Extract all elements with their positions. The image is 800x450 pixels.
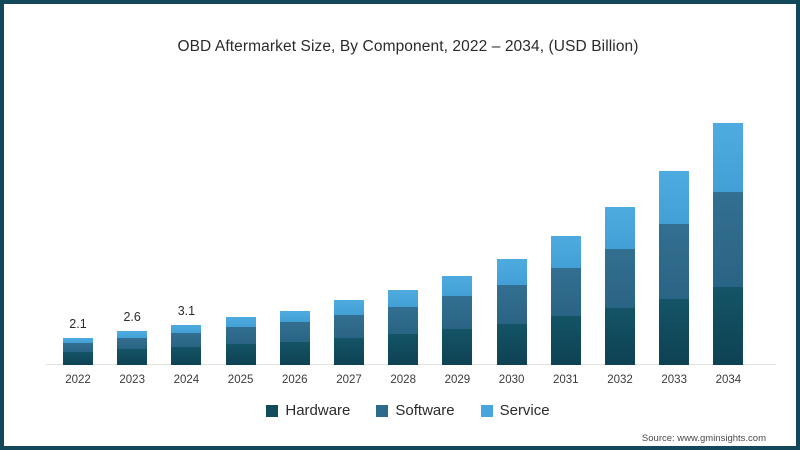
bar-segment-software[interactable] bbox=[713, 191, 744, 288]
bar-segment-service[interactable] bbox=[442, 275, 473, 297]
legend-swatch-icon bbox=[480, 404, 493, 417]
x-tick-2031: 2031 bbox=[553, 374, 579, 386]
bar-segment-hardware[interactable] bbox=[334, 337, 364, 365]
stacked-bar[interactable] bbox=[605, 207, 635, 365]
legend-item-software[interactable]: Software bbox=[376, 402, 455, 419]
bar-segment-hardware[interactable] bbox=[225, 344, 256, 365]
bar-segment-service[interactable] bbox=[659, 170, 690, 224]
x-tick-2029: 2029 bbox=[444, 374, 471, 386]
stacked-bar[interactable] bbox=[659, 170, 690, 365]
x-tick-2023: 2023 bbox=[119, 374, 145, 386]
bar-segment-software[interactable] bbox=[496, 284, 527, 324]
bar-segment-service[interactable] bbox=[117, 331, 148, 338]
bar-segment-software[interactable] bbox=[550, 267, 581, 316]
bar-value-label-2022: 2.1 bbox=[69, 316, 87, 331]
bar-segment-hardware[interactable] bbox=[659, 299, 690, 365]
bar-segment-hardware[interactable] bbox=[279, 341, 310, 365]
x-tick-2034: 2034 bbox=[715, 374, 742, 386]
x-tick-2030: 2030 bbox=[498, 374, 525, 386]
x-tick-2028: 2028 bbox=[390, 374, 416, 386]
bar-segment-service[interactable] bbox=[388, 289, 419, 307]
chart-canvas: OBD Aftermarket Size, By Component, 2022… bbox=[8, 8, 792, 444]
x-tick-2027: 2027 bbox=[336, 374, 362, 386]
bar-segment-software[interactable] bbox=[63, 343, 93, 353]
bar-segment-service[interactable] bbox=[171, 324, 202, 333]
stacked-bar[interactable] bbox=[388, 289, 419, 365]
bar-segment-hardware[interactable] bbox=[550, 315, 581, 365]
bar-segment-software[interactable] bbox=[605, 248, 635, 309]
x-tick-2033: 2033 bbox=[661, 374, 687, 386]
legend-item-service[interactable]: Service bbox=[480, 402, 550, 419]
bar-segment-service[interactable] bbox=[713, 123, 744, 192]
legend-label: Software bbox=[395, 402, 455, 419]
bar-segment-software[interactable] bbox=[171, 332, 202, 347]
stacked-bar[interactable] bbox=[63, 337, 93, 365]
x-tick-2026: 2026 bbox=[282, 374, 308, 386]
bar-segment-hardware[interactable] bbox=[117, 349, 148, 365]
stacked-bar[interactable] bbox=[550, 235, 581, 365]
stacked-bar[interactable] bbox=[225, 317, 256, 365]
x-axis-tick-labels: 2022 2023 2024 2025 2026 2027 2028 2029 2030 2031… bbox=[46, 374, 776, 392]
bar-value-label-2023: 2.6 bbox=[123, 310, 141, 325]
bar-segment-software[interactable] bbox=[279, 322, 310, 342]
x-tick-2032: 2032 bbox=[607, 374, 633, 386]
source-attribution: Source: www.gminsights.com bbox=[641, 433, 766, 444]
legend-swatch-icon bbox=[376, 404, 389, 417]
bar-segment-software[interactable] bbox=[225, 327, 256, 345]
bar-segment-software[interactable] bbox=[442, 296, 473, 329]
bar-segment-hardware[interactable] bbox=[605, 308, 635, 365]
bar-segment-hardware[interactable] bbox=[442, 328, 473, 365]
bar-segment-service[interactable] bbox=[605, 207, 635, 249]
stacked-bar[interactable] bbox=[496, 258, 527, 365]
bar-segment-software[interactable] bbox=[117, 337, 148, 350]
bar-segment-hardware[interactable] bbox=[171, 346, 202, 365]
bar-segment-software[interactable] bbox=[388, 306, 419, 334]
bar-segment-service[interactable] bbox=[225, 317, 256, 328]
chart-legend: Hardware Software Service bbox=[8, 402, 796, 419]
stacked-bar[interactable] bbox=[713, 123, 744, 365]
bar-segment-software[interactable] bbox=[334, 314, 364, 338]
bar-segment-service[interactable] bbox=[496, 258, 527, 285]
stacked-bar[interactable] bbox=[117, 331, 148, 365]
bar-segment-service[interactable] bbox=[550, 235, 581, 268]
legend-swatch-icon bbox=[266, 404, 279, 417]
bar-segment-service[interactable] bbox=[279, 310, 310, 323]
legend-item-hardware[interactable]: Hardware bbox=[266, 402, 350, 419]
bar-segment-hardware[interactable] bbox=[63, 352, 93, 365]
legend-label: Hardware bbox=[285, 402, 351, 419]
stacked-bar[interactable] bbox=[334, 300, 364, 365]
bar-segment-service[interactable] bbox=[334, 300, 364, 315]
bar-value-label-2024: 3.1 bbox=[177, 303, 196, 318]
stacked-bar[interactable] bbox=[442, 275, 473, 365]
x-tick-2024: 2024 bbox=[173, 374, 200, 386]
bar-segment-hardware[interactable] bbox=[496, 323, 527, 365]
legend-label: Service bbox=[499, 402, 550, 419]
stacked-bar[interactable] bbox=[171, 324, 202, 365]
x-tick-2025: 2025 bbox=[227, 374, 254, 386]
bar-segment-hardware[interactable] bbox=[388, 333, 419, 365]
bar-segment-hardware[interactable] bbox=[713, 287, 744, 365]
plot-area: 2.1 2.6 3.1 bbox=[46, 88, 776, 365]
chart-title: OBD Aftermarket Size, By Component, 2022… bbox=[177, 38, 639, 55]
bar-segment-service[interactable] bbox=[63, 337, 93, 344]
stacked-bar[interactable] bbox=[279, 310, 310, 365]
x-tick-2022: 2022 bbox=[65, 374, 91, 386]
bar-segment-software[interactable] bbox=[659, 223, 690, 299]
